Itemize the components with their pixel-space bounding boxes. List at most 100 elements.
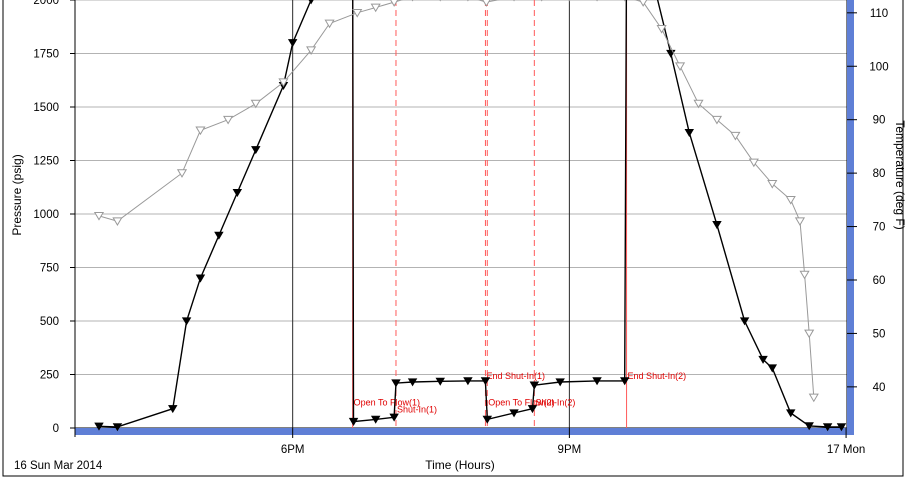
pressure-point — [308, 0, 314, 5]
pressure-point — [94, 422, 104, 431]
x-tick-label: 6PM — [281, 444, 305, 456]
temperature-point — [711, 115, 723, 125]
y-tick-label: 750 — [40, 263, 59, 275]
temperature-point — [411, 0, 414, 2]
x-tick-label: 17 Mon — [827, 444, 865, 456]
temperature-point — [324, 19, 335, 29]
temperature-point — [808, 393, 819, 403]
pressure-point — [822, 423, 833, 432]
time-axis: 6PM 9PM 17 Mon — [74, 427, 865, 456]
event-label: Shut-In(1) — [397, 404, 437, 414]
temperature-point — [785, 195, 796, 205]
temperature-axis: 40 50 60 70 80 90 100 110 — [846, 0, 889, 428]
temperature-point — [176, 169, 188, 178]
temperature-point — [799, 270, 810, 280]
pressure-point — [232, 188, 243, 197]
pressure-point — [786, 409, 796, 418]
grid-lines — [75, 0, 847, 429]
temperature-point — [195, 126, 206, 136]
temperature-point — [540, 0, 543, 2]
time-axis-band — [75, 428, 854, 435]
y2-tick-label: 70 — [873, 222, 886, 234]
pressure-point — [619, 377, 630, 386]
event-label: End Shut-In(1) — [486, 371, 545, 381]
pressure-point — [767, 364, 778, 373]
event-label: End Shut-In(2) — [628, 371, 687, 381]
temperature-point — [482, 0, 491, 7]
x-axis-title: Time (Hours) — [425, 458, 495, 472]
temperature-point — [513, 0, 515, 2]
temperature-point — [596, 0, 598, 2]
temperature-axis-band — [847, 0, 854, 428]
temperature-point — [93, 212, 105, 221]
pressure-point — [592, 377, 602, 386]
pressure-point — [463, 377, 473, 386]
y-tick-label: 1000 — [33, 209, 59, 221]
pressure-point — [739, 317, 750, 326]
temperature-point — [568, 0, 571, 2]
y-tick-label: 1750 — [33, 49, 59, 61]
pressure-point — [348, 417, 359, 426]
temperature-point — [748, 158, 759, 168]
pressure-point — [527, 405, 538, 414]
pressure-point — [480, 377, 491, 386]
pressure-point — [168, 405, 178, 414]
pressure-point — [555, 378, 565, 387]
temperature-point — [767, 179, 778, 189]
temperature-point — [466, 0, 469, 2]
y-tick-label: 2000 — [33, 0, 59, 7]
event-label: Open To Flow(1) — [354, 397, 420, 407]
y2-tick-label: 80 — [873, 168, 886, 180]
temperature-point — [674, 62, 686, 72]
x-tick-label: 9PM — [558, 444, 582, 456]
pressure-point — [195, 274, 206, 283]
pressure-point — [482, 415, 493, 424]
pressure-point — [509, 409, 519, 418]
y-tick-label: 500 — [40, 316, 59, 328]
temperature-point — [656, 24, 667, 34]
pressure-point — [214, 231, 224, 240]
pressure-point — [758, 355, 768, 364]
pressure-point — [251, 146, 261, 155]
temperature-point — [112, 217, 123, 226]
y2-tick-label: 60 — [873, 275, 886, 287]
y2-tick-label: 50 — [873, 328, 886, 340]
temperature-point — [639, 0, 648, 7]
y2-tick-label: 90 — [873, 115, 886, 127]
pressure-point — [391, 379, 401, 388]
pressure-point — [112, 423, 123, 432]
temperature-point — [370, 3, 381, 13]
pressure-point — [389, 413, 399, 422]
pressure-point — [370, 415, 381, 424]
pressure-point — [836, 423, 847, 432]
y2-tick-label: 110 — [870, 8, 888, 20]
y-axis-title: Pressure (psig) — [10, 154, 24, 235]
pressure-point — [435, 377, 445, 386]
temperature-point — [306, 46, 317, 55]
pressure-point — [712, 221, 722, 230]
event-label: Shut-In(2) — [535, 397, 575, 407]
pressure-axis: 0 250 500 750 1000 1250 1500 1750 2000 — [33, 0, 76, 435]
x-origin-label: 16 Sun Mar 2014 — [14, 460, 103, 472]
pressure-point — [181, 317, 192, 326]
temperature-point — [352, 8, 363, 18]
temperature-point — [623, 0, 626, 2]
y-tick-label: 250 — [40, 370, 59, 382]
data-series — [93, 0, 847, 432]
pressure-point — [529, 381, 540, 390]
y2-axis-title: Temperature (deg F) — [893, 120, 907, 229]
temperature-point — [794, 217, 806, 226]
temperature-point — [278, 78, 289, 88]
y2-tick-label: 40 — [873, 382, 886, 394]
y2-tick-label: 100 — [869, 61, 888, 73]
temperature-point — [223, 115, 234, 125]
temperature-point — [439, 0, 442, 2]
pressure-point — [407, 378, 418, 387]
temperature-point — [730, 131, 741, 141]
temperature-point — [804, 329, 815, 339]
temperature-point — [390, 0, 399, 7]
y-tick-label: 1250 — [33, 156, 59, 168]
temperature-point — [250, 99, 261, 109]
